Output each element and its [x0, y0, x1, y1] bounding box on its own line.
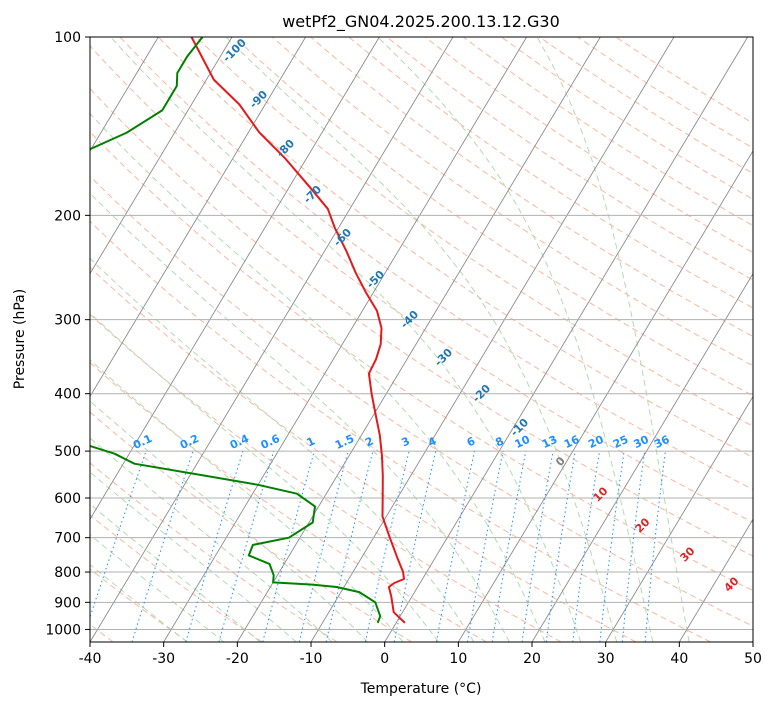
mixing-ratio-line	[621, 451, 646, 642]
x-tick-label: -30	[152, 651, 175, 667]
isotherm	[605, 395, 753, 642]
moist-adiabat	[90, 192, 510, 642]
x-tick-label: 30	[597, 651, 615, 667]
moist-adiabat	[536, 37, 690, 642]
moist-adiabat	[90, 400, 369, 642]
x-tick-label: -10	[300, 651, 323, 667]
mixing-ratio-label: 30	[632, 433, 652, 451]
isotherm	[531, 272, 753, 642]
mixing-ratio-line	[599, 451, 625, 642]
moist-adiabat	[90, 437, 333, 642]
dry-adiabat	[157, 37, 753, 459]
plot-series	[90, 37, 406, 624]
mixing-ratio-label: 13	[540, 433, 559, 451]
mixing-ratio-line	[644, 451, 666, 642]
mixing-ratio-label: 10	[513, 433, 533, 451]
x-tick-label: 50	[744, 651, 762, 667]
mixing-ratio-line	[90, 450, 147, 619]
isotherm	[457, 150, 753, 642]
mixing-ratio-label: 36	[652, 433, 672, 451]
mixing-ratio-line	[491, 451, 527, 642]
isotherm	[90, 37, 233, 275]
mixing-ratio-line	[131, 450, 194, 642]
x-tick-label: -40	[79, 651, 102, 667]
dry-adiabat	[119, 37, 753, 491]
dry-adiabat	[90, 220, 711, 642]
dry-adiabat	[348, 37, 753, 309]
dry-adiabat	[90, 568, 188, 642]
moist-adiabat	[90, 257, 475, 642]
moist-adiabat	[90, 112, 546, 642]
dry-adiabat	[90, 266, 637, 642]
moist-adiabat	[90, 359, 404, 642]
moist-adiabat	[110, 37, 582, 642]
moist-adiabat	[225, 37, 618, 642]
y-tick-label: 700	[54, 531, 81, 547]
dry-adiabat	[90, 361, 487, 642]
mixing-ratio-line	[185, 450, 244, 642]
moist-adiabat	[90, 534, 225, 642]
isotherm	[90, 37, 307, 398]
isotherm	[310, 37, 675, 642]
isotherm	[236, 37, 601, 642]
mixing-ratio-label: 25	[611, 433, 630, 451]
dry-adiabat	[90, 175, 753, 627]
mixing-ratio-line	[218, 450, 275, 642]
y-axis: 1000 900 800 700 600 500 400 300 200 100	[45, 30, 90, 638]
mixing-ratio-line	[521, 451, 554, 642]
y-tick-label: 200	[54, 208, 81, 224]
plot-grid	[90, 37, 753, 642]
dewpoint-profile-line	[90, 37, 382, 624]
moist-adiabat	[90, 564, 188, 642]
x-tick-label: 40	[670, 651, 688, 667]
y-tick-label: 400	[54, 387, 81, 403]
moist-adiabat	[90, 503, 261, 642]
plot-frame	[89, 36, 754, 643]
y-tick-label: 900	[54, 595, 81, 611]
x-tick-label: 20	[523, 651, 541, 667]
dry-adiabat	[90, 514, 263, 642]
isotherm	[678, 518, 753, 642]
dry-adiabat	[90, 313, 562, 642]
isotherm	[90, 37, 454, 642]
dry-adiabat	[310, 37, 753, 338]
y-tick-label: 600	[54, 491, 81, 507]
moist-adiabat	[377, 37, 654, 642]
y-tick-label: 100	[54, 30, 81, 46]
temperature-profile-line	[190, 37, 406, 624]
mixing-ratio-label: 20	[586, 433, 606, 451]
isotherm	[163, 37, 528, 642]
y-tick-label: 300	[54, 313, 81, 329]
mixing-ratio-label: 16	[562, 433, 582, 451]
y-tick-label: 800	[54, 565, 81, 581]
dry-adiabat	[195, 37, 753, 427]
chart-title: wetPf2_GN04.2025.200.13.12.G30	[282, 12, 560, 32]
isotherm	[384, 37, 749, 642]
x-tick-label: -20	[226, 651, 249, 667]
mixing-ratio-line	[467, 450, 504, 642]
mixing-ratio-line	[435, 450, 475, 642]
moist-adiabat	[90, 471, 297, 642]
y-tick-label: 500	[54, 444, 81, 460]
isotherm	[90, 37, 380, 521]
x-tick-label: 0	[380, 651, 389, 667]
mixing-ratio-line	[545, 451, 576, 642]
y-axis-label: Pressure (hPa)	[12, 289, 28, 389]
x-tick-label: 10	[449, 651, 467, 667]
isotherm	[90, 37, 159, 152]
x-axis-label: Temperature (°C)	[360, 681, 482, 697]
x-axis: -40 -30 -20 -10 0 10 20 30 40 50	[79, 642, 762, 667]
y-tick-label: 1000	[45, 622, 81, 638]
mixing-ratio-line	[572, 451, 600, 642]
